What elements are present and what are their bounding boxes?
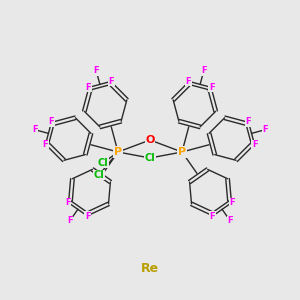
Text: F: F bbox=[85, 212, 91, 221]
Text: F: F bbox=[186, 77, 191, 86]
Text: F: F bbox=[85, 83, 91, 92]
Text: P: P bbox=[114, 147, 122, 157]
Text: F: F bbox=[93, 66, 99, 75]
Text: F: F bbox=[209, 83, 214, 92]
Text: F: F bbox=[67, 216, 73, 225]
Text: F: F bbox=[229, 198, 235, 207]
Text: F: F bbox=[49, 117, 54, 126]
Text: O: O bbox=[145, 135, 155, 145]
Text: F: F bbox=[227, 216, 233, 225]
Text: F: F bbox=[201, 66, 207, 75]
Text: F: F bbox=[32, 125, 38, 134]
Text: F: F bbox=[209, 212, 215, 221]
Text: F: F bbox=[43, 140, 48, 149]
Text: Cl: Cl bbox=[145, 153, 155, 163]
Text: Cl: Cl bbox=[94, 170, 104, 180]
Text: F: F bbox=[262, 125, 268, 134]
Text: Re: Re bbox=[141, 262, 159, 275]
Text: F: F bbox=[246, 117, 251, 126]
Text: F: F bbox=[65, 198, 71, 207]
Text: F: F bbox=[109, 77, 114, 86]
Text: P: P bbox=[178, 147, 186, 157]
Text: Cl: Cl bbox=[98, 158, 108, 168]
Text: F: F bbox=[252, 140, 257, 149]
